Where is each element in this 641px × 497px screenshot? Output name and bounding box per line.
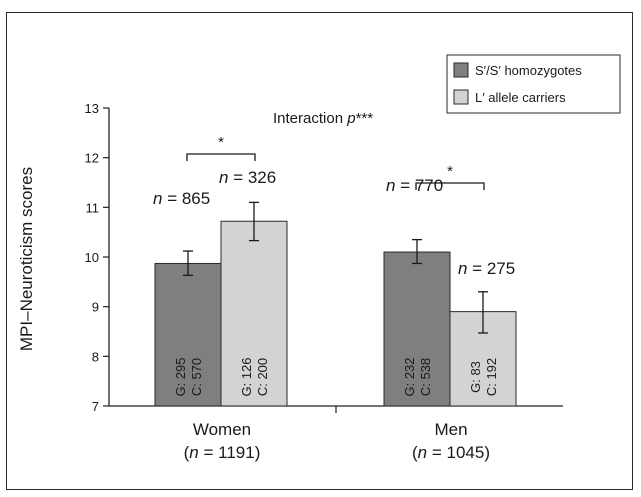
bar-c-label-men-carriers: C: 192 (484, 358, 499, 396)
bar-c-label-men-homozygotes: C: 538 (418, 358, 433, 396)
category-label-men: Men (434, 420, 467, 439)
legend-label-homozygotes: S′/S′ homozygotes (475, 63, 582, 78)
y-tick-label-12: 12 (85, 151, 99, 166)
bar-g-label-men-carriers: G: 83 (468, 361, 483, 393)
bar-g-label-women-homozygotes: G: 295 (173, 357, 188, 396)
category-n-men: (n = 1045) (412, 443, 490, 462)
legend-swatch-carriers (453, 89, 469, 105)
category-label-women: Women (193, 420, 251, 439)
y-tick-label-10: 10 (85, 250, 99, 265)
y-axis-label: MPI–Neuroticism scores (17, 167, 36, 351)
y-tick-label-9: 9 (92, 300, 99, 315)
legend-label-carriers: L′ allele carriers (475, 90, 566, 105)
y-axis-ticks: 7 8 9 10 11 12 13 (85, 101, 109, 414)
n-label-men-carriers: n = 275 (458, 259, 515, 278)
interaction-annotation: Interaction p*** (273, 110, 373, 127)
legend-swatch-homozygotes (453, 62, 469, 78)
significance-star-men: * (447, 163, 453, 180)
y-tick-label-7: 7 (92, 399, 99, 414)
n-label-men-homozygotes: n = 770 (386, 176, 443, 195)
n-label-women-carriers: n = 326 (219, 168, 276, 187)
legend-box (446, 54, 621, 114)
bar-women-carriers (220, 220, 288, 407)
bar-c-label-women-carriers: C: 200 (255, 358, 270, 396)
y-tick-label-11: 11 (86, 200, 100, 215)
bar-women-homozygotes (154, 262, 222, 407)
significance-group: ** (186, 134, 485, 190)
bars-group: G: 295 C: 570 G: 232 C: 538 G: 126 C: 200 G: 8… (154, 220, 517, 407)
bar-g-label-women-carriers: G: 126 (239, 357, 254, 396)
y-tick-label-8: 8 (92, 349, 99, 364)
bar-men-homozygotes (383, 251, 451, 407)
figure-frame (6, 12, 633, 490)
n-labels-group: n = 865 n = 770 n = 326 n = 275 (153, 168, 515, 278)
n-label-women-homozygotes: n = 865 (153, 189, 210, 208)
category-n-women: (n = 1191) (184, 443, 261, 462)
legend: S′/S′ homozygotes L′ allele carriers (446, 54, 621, 114)
y-tick-label-13: 13 (85, 101, 99, 116)
significance-star-women: * (218, 134, 224, 151)
significance-bracket-men (415, 182, 485, 190)
error-bars-group (183, 201, 488, 334)
significance-bracket-women (186, 153, 256, 161)
bar-g-label-men-homozygotes: G: 232 (402, 357, 417, 396)
bar-c-label-women-homozygotes: C: 570 (189, 358, 204, 396)
